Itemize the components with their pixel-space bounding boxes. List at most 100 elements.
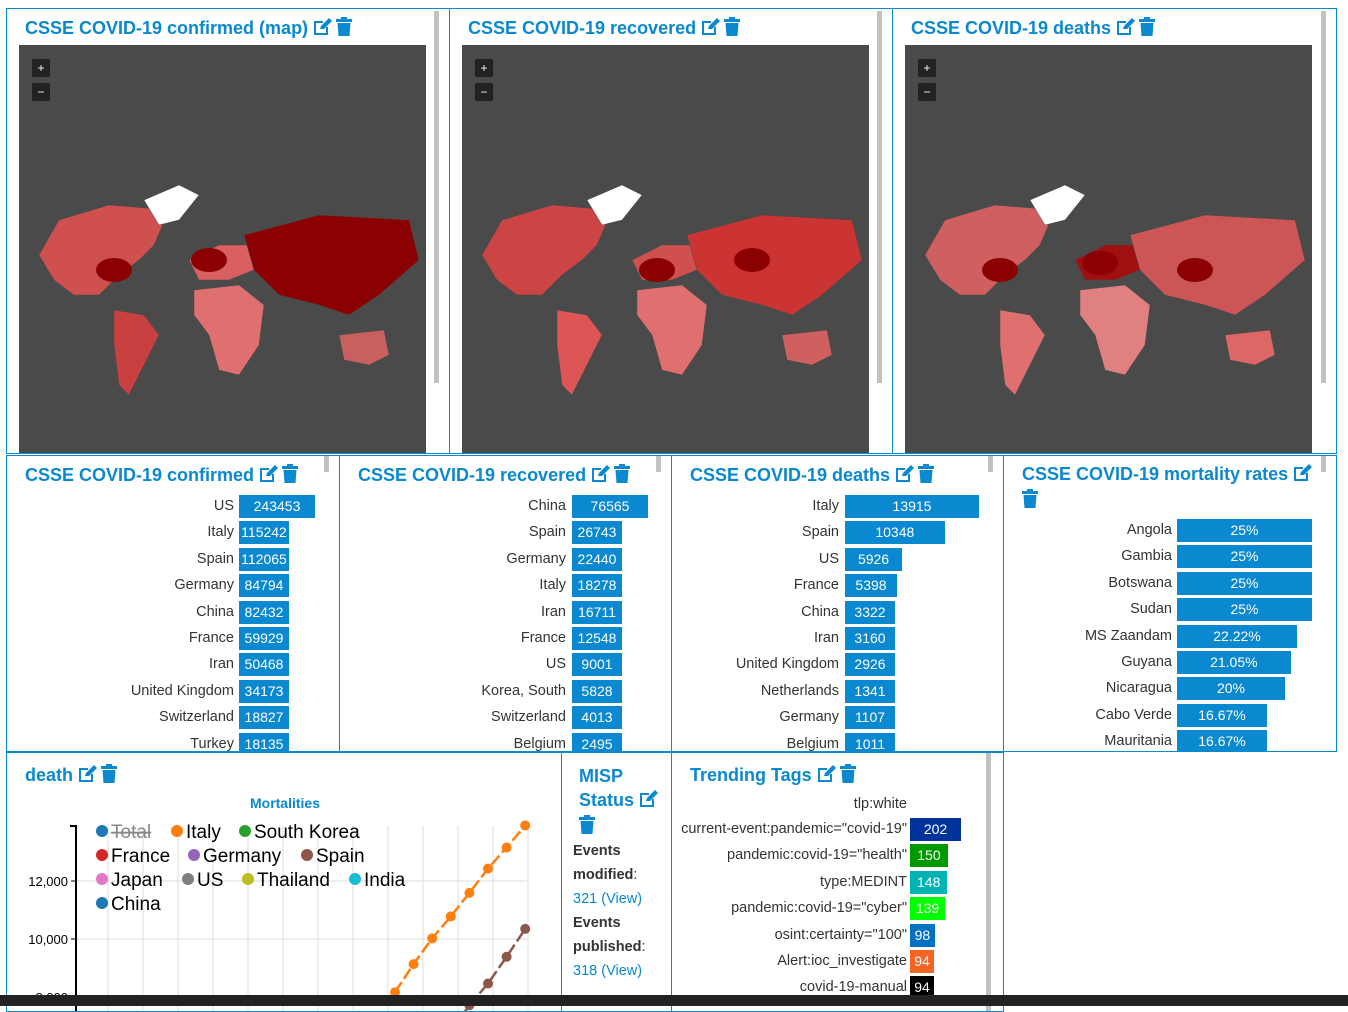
- hotspot-region[interactable]: [982, 258, 1018, 282]
- scrollbar[interactable]: [986, 753, 991, 1011]
- value-bar[interactable]: 76565: [572, 495, 648, 518]
- edit-icon[interactable]: [312, 18, 333, 41]
- legend-marker[interactable]: [349, 873, 361, 885]
- value-bar[interactable]: 22440: [572, 547, 622, 571]
- value-bar[interactable]: 18278: [572, 574, 622, 598]
- edit-icon[interactable]: [638, 790, 659, 814]
- value-bar[interactable]: 1341: [845, 679, 895, 703]
- value-bar[interactable]: 1011: [845, 732, 895, 751]
- value-bar[interactable]: 5828: [572, 679, 622, 703]
- trash-icon[interactable]: [614, 464, 631, 488]
- value-bar[interactable]: 13915: [845, 495, 979, 518]
- region-af[interactable]: [636, 284, 708, 376]
- hotspot-region[interactable]: [1177, 258, 1213, 282]
- legend-item[interactable]: Spain: [316, 846, 365, 867]
- value-bar[interactable]: 18827: [239, 706, 289, 730]
- region-na[interactable]: [481, 204, 613, 296]
- legend-marker[interactable]: [242, 873, 254, 885]
- legend-marker[interactable]: [182, 873, 194, 885]
- trash-icon[interactable]: [724, 17, 741, 41]
- region-au[interactable]: [338, 329, 390, 366]
- legend-item[interactable]: South Korea: [254, 822, 360, 843]
- value-bar[interactable]: 2495: [572, 732, 622, 751]
- legend-item[interactable]: Germany: [203, 846, 282, 867]
- region-gl[interactable]: [1029, 184, 1086, 226]
- trash-icon[interactable]: [1139, 17, 1156, 41]
- value-bar[interactable]: 3160: [845, 626, 895, 650]
- data-point[interactable]: [408, 959, 419, 970]
- edit-icon[interactable]: [1115, 18, 1136, 41]
- value-bar[interactable]: 16.67%: [1177, 730, 1268, 751]
- legend-item[interactable]: US: [197, 870, 223, 891]
- zoom-out-button[interactable]: −: [475, 83, 493, 101]
- value-bar[interactable]: 3322: [845, 600, 895, 624]
- value-bar[interactable]: 16711: [572, 600, 622, 624]
- tag-label[interactable]: pandemic:covid-19="cyber": [731, 900, 907, 917]
- trash-icon[interactable]: [579, 815, 595, 840]
- region-as[interactable]: [686, 214, 863, 316]
- scrollbar[interactable]: [1321, 11, 1326, 383]
- region-af[interactable]: [193, 284, 265, 376]
- value-bar[interactable]: 50468: [239, 653, 289, 677]
- tag-label[interactable]: current-event:pandemic="covid-19": [681, 821, 907, 837]
- legend-item[interactable]: Thailand: [257, 870, 330, 891]
- scrollbar[interactable]: [988, 456, 993, 472]
- scrollbar[interactable]: [656, 456, 661, 472]
- value-bar[interactable]: 1107: [845, 706, 895, 730]
- tag-label[interactable]: pandemic:covid-19="health": [727, 847, 907, 864]
- data-point[interactable]: [501, 951, 512, 962]
- legend-marker[interactable]: [96, 849, 108, 861]
- value-bar[interactable]: 243453: [239, 495, 315, 518]
- zoom-in-button[interactable]: +: [918, 59, 936, 77]
- trash-icon[interactable]: [918, 464, 935, 488]
- hotspot-region[interactable]: [96, 258, 132, 282]
- value-bar[interactable]: 34173: [239, 679, 289, 703]
- value-bar[interactable]: 9001: [572, 653, 622, 677]
- value-bar[interactable]: 12548: [572, 626, 622, 650]
- data-point[interactable]: [445, 911, 456, 922]
- value-bar[interactable]: 21.05%: [1177, 650, 1291, 674]
- legend-marker[interactable]: [301, 849, 313, 861]
- hotspot-region[interactable]: [191, 248, 227, 272]
- trash-icon[interactable]: [1022, 489, 1038, 514]
- hotspot-region[interactable]: [639, 258, 675, 282]
- trash-icon[interactable]: [101, 764, 118, 788]
- scrollbar[interactable]: [877, 11, 882, 383]
- scrollbar[interactable]: [434, 11, 439, 383]
- edit-icon[interactable]: [700, 18, 721, 41]
- hotspot-region[interactable]: [1082, 251, 1118, 275]
- data-point[interactable]: [390, 987, 400, 998]
- data-point[interactable]: [427, 933, 438, 944]
- edit-icon[interactable]: [1292, 464, 1313, 488]
- trash-icon[interactable]: [839, 764, 856, 788]
- region-gl[interactable]: [586, 184, 643, 226]
- data-point[interactable]: [501, 842, 512, 853]
- trash-icon[interactable]: [282, 464, 299, 488]
- value-bar[interactable]: 16.67%: [1177, 703, 1268, 727]
- region-au[interactable]: [781, 329, 833, 366]
- legend-item[interactable]: China: [111, 894, 161, 915]
- value-bar[interactable]: 25%: [1177, 598, 1312, 622]
- view-modified-link[interactable]: (View): [601, 891, 643, 907]
- region-sa[interactable]: [113, 309, 160, 396]
- hotspot-region[interactable]: [291, 253, 327, 277]
- edit-icon[interactable]: [894, 465, 915, 488]
- data-point[interactable]: [464, 887, 475, 898]
- legend-marker[interactable]: [188, 849, 200, 861]
- region-as[interactable]: [1129, 214, 1306, 316]
- zoom-out-button[interactable]: −: [918, 83, 936, 101]
- region-as[interactable]: [243, 214, 420, 316]
- data-point[interactable]: [483, 978, 493, 989]
- value-bar[interactable]: 20%: [1177, 677, 1285, 701]
- data-point[interactable]: [520, 923, 531, 934]
- value-bar[interactable]: 84794: [239, 574, 289, 598]
- region-af[interactable]: [1079, 284, 1151, 376]
- legend-marker[interactable]: [239, 825, 251, 837]
- value-bar[interactable]: 4013: [572, 706, 622, 730]
- tag-label[interactable]: covid-19-manual: [799, 979, 907, 996]
- region-na[interactable]: [38, 204, 170, 296]
- region-na[interactable]: [924, 204, 1056, 296]
- data-point[interactable]: [520, 820, 531, 831]
- region-sa[interactable]: [556, 309, 603, 396]
- world-map[interactable]: [905, 45, 1312, 453]
